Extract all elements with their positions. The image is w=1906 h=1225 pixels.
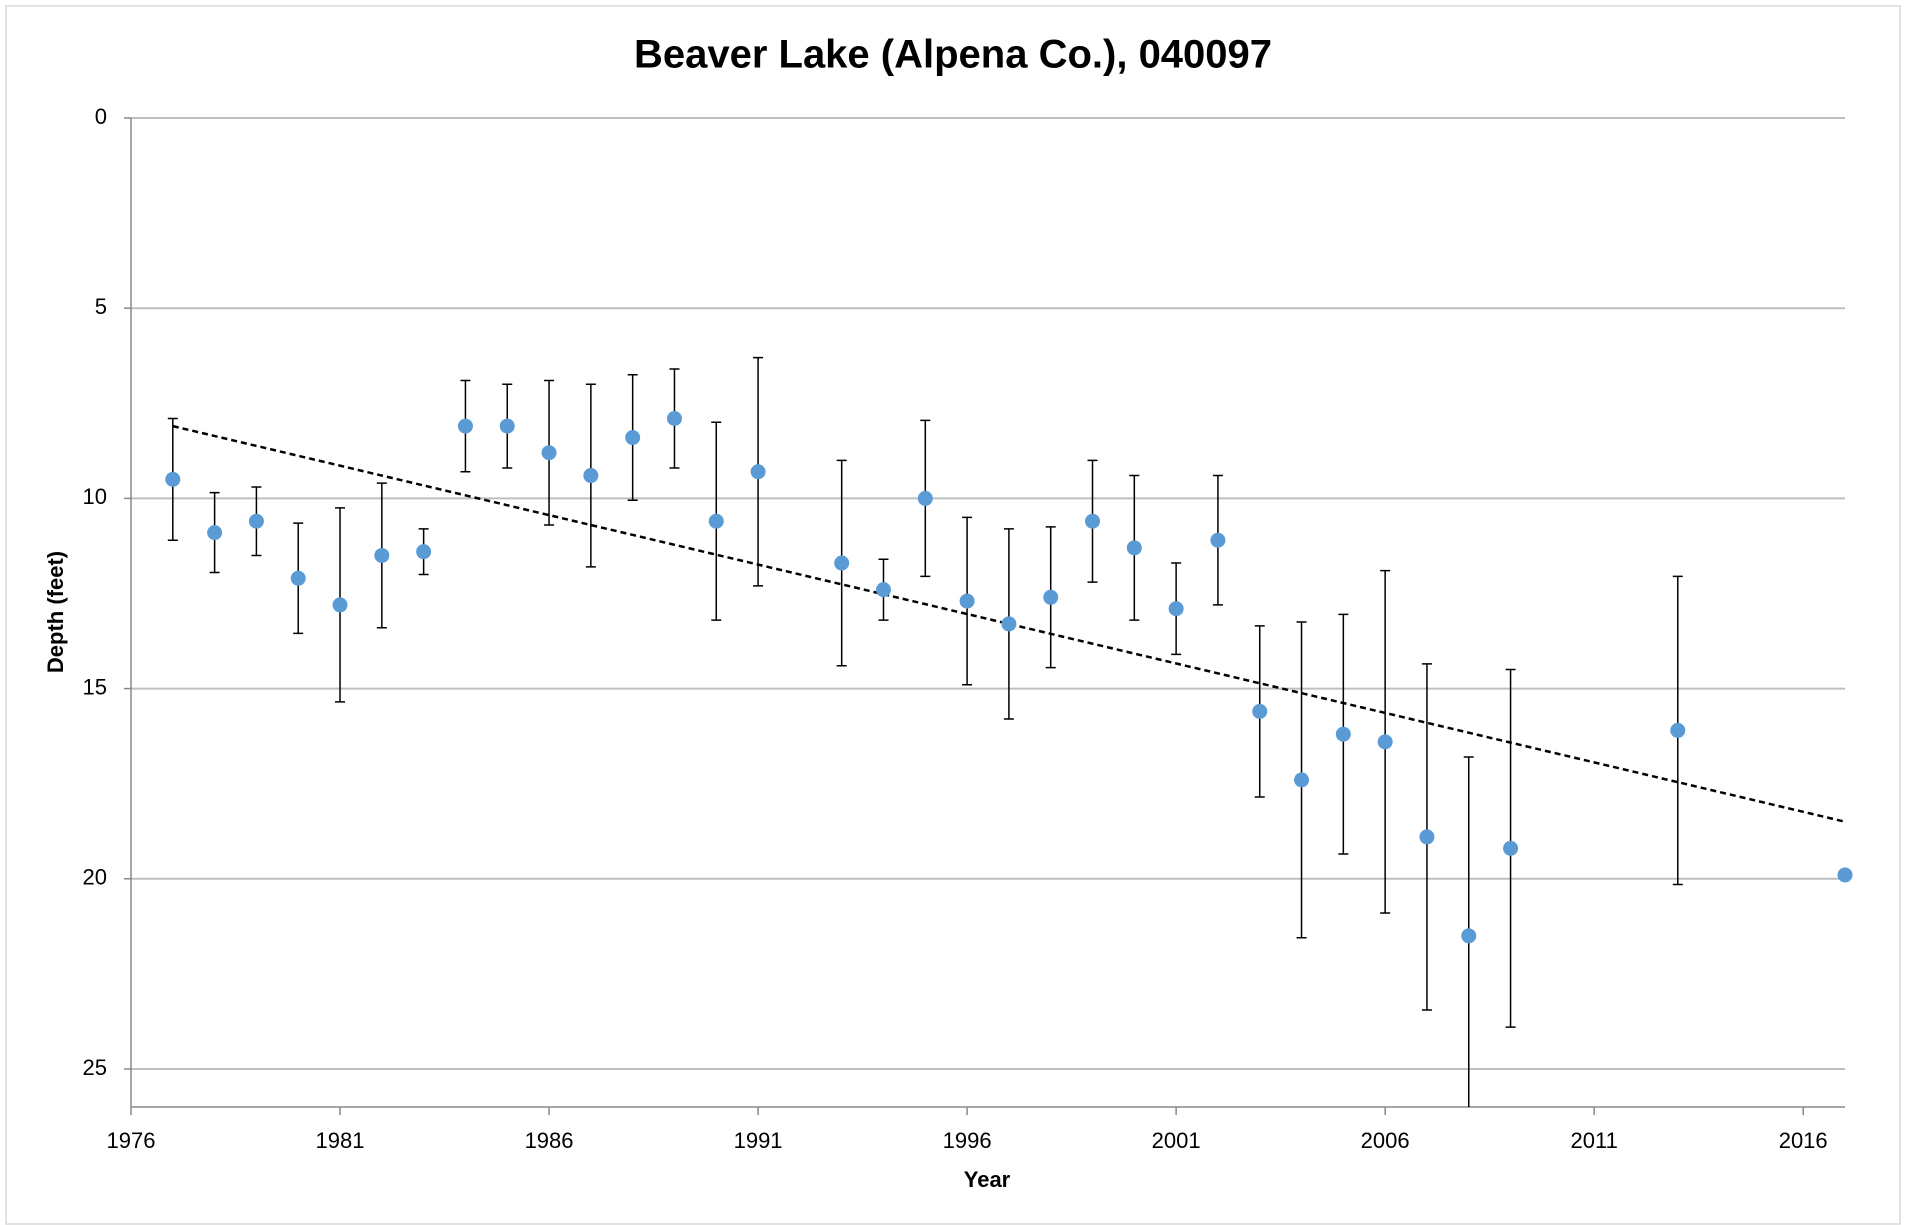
data-point	[541, 445, 557, 461]
x-axis-label: Year	[964, 1167, 1011, 1192]
data-point	[834, 555, 850, 571]
x-tick-label: 2006	[1361, 1128, 1410, 1153]
x-tick-label: 1986	[525, 1128, 574, 1153]
data-point	[1001, 616, 1017, 632]
data-point	[1335, 726, 1351, 742]
x-tick-label: 2011	[1571, 1128, 1618, 1153]
data-point	[1210, 532, 1226, 548]
data-point	[875, 582, 891, 598]
data-point	[708, 513, 724, 529]
data-point	[583, 468, 599, 484]
x-tick-label: 2016	[1779, 1128, 1828, 1153]
x-tick-label: 1981	[316, 1128, 365, 1153]
grid	[124, 117, 1845, 1115]
x-tick-label: 1991	[734, 1128, 783, 1153]
y-tick-label: 20	[83, 865, 107, 890]
y-tick-label: 5	[95, 294, 107, 319]
x-tick-label: 2001	[1152, 1128, 1201, 1153]
data-point	[374, 547, 390, 563]
data-point	[1043, 589, 1059, 605]
data-point	[1461, 928, 1477, 944]
data-point	[959, 593, 975, 609]
data-point	[332, 597, 348, 613]
data-point	[1252, 703, 1268, 719]
data-point	[457, 418, 473, 434]
y-axis-label: Depth (feet)	[43, 551, 68, 673]
chart-border	[5, 5, 1901, 1225]
data-point	[666, 411, 682, 427]
data-point	[1670, 722, 1686, 738]
data-point	[248, 513, 264, 529]
chart-title: Beaver Lake (Alpena Co.), 040097	[634, 33, 1272, 77]
x-tick-label: 1976	[107, 1128, 156, 1153]
data-point	[1085, 513, 1101, 529]
data-point	[1419, 829, 1435, 845]
data-point	[207, 525, 223, 541]
data-point	[165, 471, 181, 487]
data-point	[1168, 601, 1184, 617]
y-tick-label: 15	[83, 674, 107, 699]
data-point	[1503, 840, 1519, 856]
trendline	[172, 424, 1845, 823]
data-point	[625, 430, 641, 446]
data-point	[1377, 734, 1393, 750]
data-point	[290, 570, 306, 586]
data-point	[1294, 772, 1310, 788]
data-point	[1837, 867, 1853, 883]
data-point	[499, 418, 515, 434]
data-point	[1126, 540, 1142, 556]
y-tick-label: 10	[83, 484, 107, 509]
data-point	[750, 464, 766, 480]
data-point	[917, 490, 933, 506]
y-tick-label: 0	[95, 104, 107, 129]
x-tick-label: 1996	[943, 1128, 992, 1153]
y-tick-label: 25	[83, 1055, 107, 1080]
data-point	[416, 544, 432, 560]
